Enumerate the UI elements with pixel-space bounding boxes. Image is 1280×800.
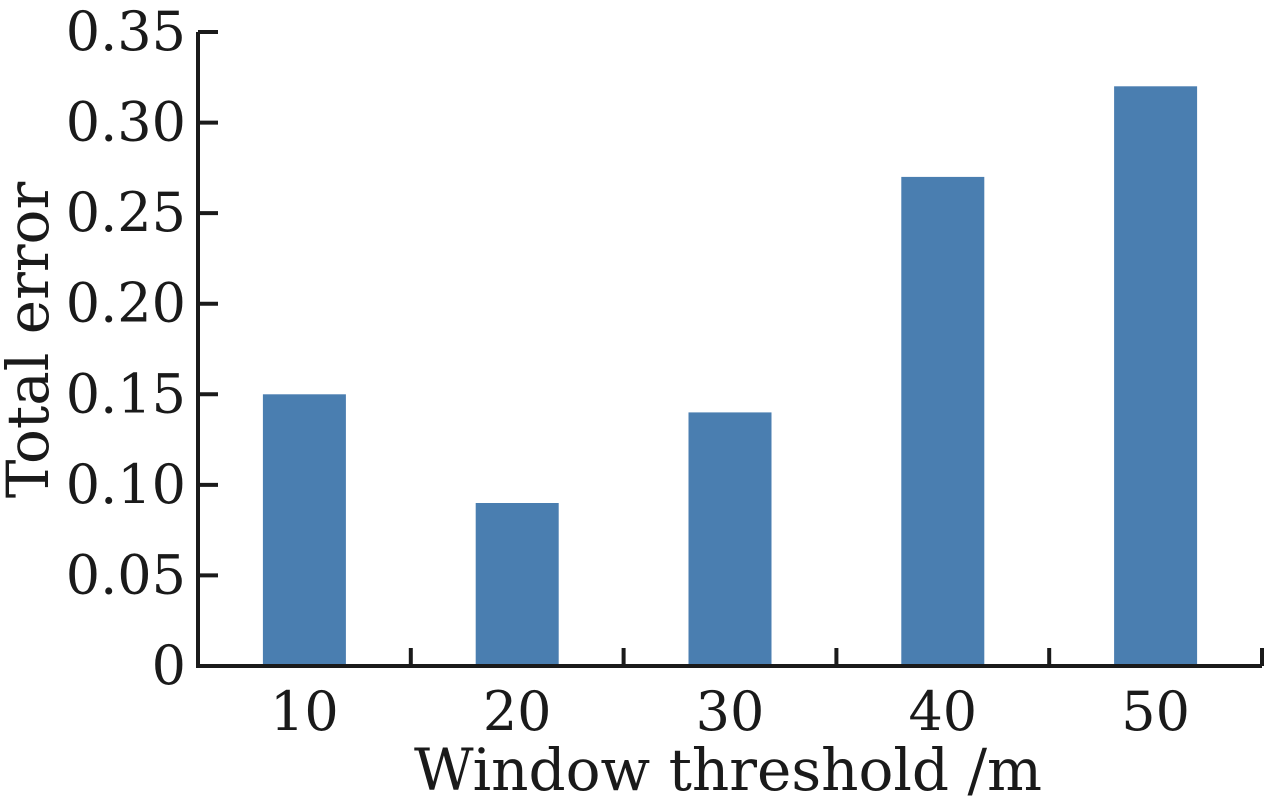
y-tick-label: 0.10 [66,453,186,516]
y-tick-label: 0 [152,634,186,697]
bars-layer [262,86,1198,667]
y-tick-label: 0.25 [66,181,186,244]
y-tick-label: 0.20 [66,272,186,335]
x-tick-label: 20 [483,680,552,743]
y-axis-label: Total error [0,182,62,499]
x-tick-label: 10 [270,680,339,743]
y-tick-label: 0.30 [66,91,186,154]
bar-40 [901,176,985,666]
x-ticks: 10 20 30 40 50 [270,648,1264,743]
bar-20 [475,503,559,666]
x-axis-label: Window threshold /m [414,736,1042,800]
y-tick-label: 0.15 [66,362,186,425]
x-tick-label: 50 [1121,680,1190,743]
x-tick-label: 40 [908,680,977,743]
y-tick-label: 0.35 [66,0,186,63]
bar-10 [262,394,346,666]
y-tick-label: 0.05 [66,543,186,606]
x-tick-label: 30 [696,680,765,743]
bar-50 [1114,86,1198,667]
y-ticks: 0 0.05 0.10 0.15 0.20 0.25 0.30 0.35 [66,0,218,697]
bar-30 [688,412,772,666]
